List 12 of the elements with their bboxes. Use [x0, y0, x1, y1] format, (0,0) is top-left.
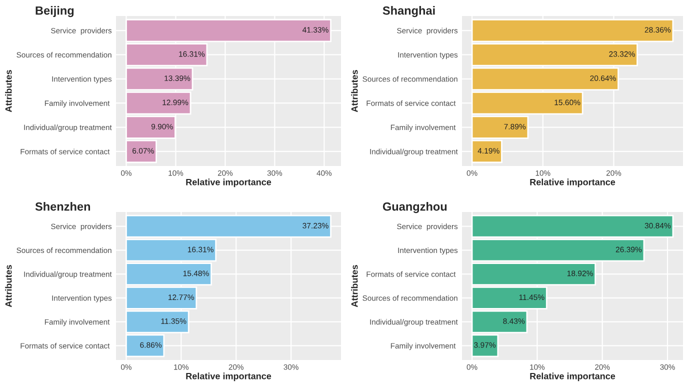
chart-title: Shanghai	[382, 6, 435, 18]
x-axis-title: Relative importance	[530, 372, 616, 382]
x-axis-title: Relative importance	[186, 178, 272, 188]
y-axis-title: Attributes	[351, 265, 358, 308]
chart-title: Beijing	[36, 6, 74, 18]
x-axis-title: Relative importance	[530, 178, 616, 188]
chart-title: Guangzhou	[382, 202, 447, 214]
y-axis-title: Attributes	[5, 265, 12, 308]
y-axis-title: Attributes	[5, 70, 12, 112]
chart-title: Shenzhen	[35, 202, 90, 211]
x-axis-title: Relative importance	[186, 372, 272, 382]
y-axis-title: Attributes	[351, 70, 358, 112]
